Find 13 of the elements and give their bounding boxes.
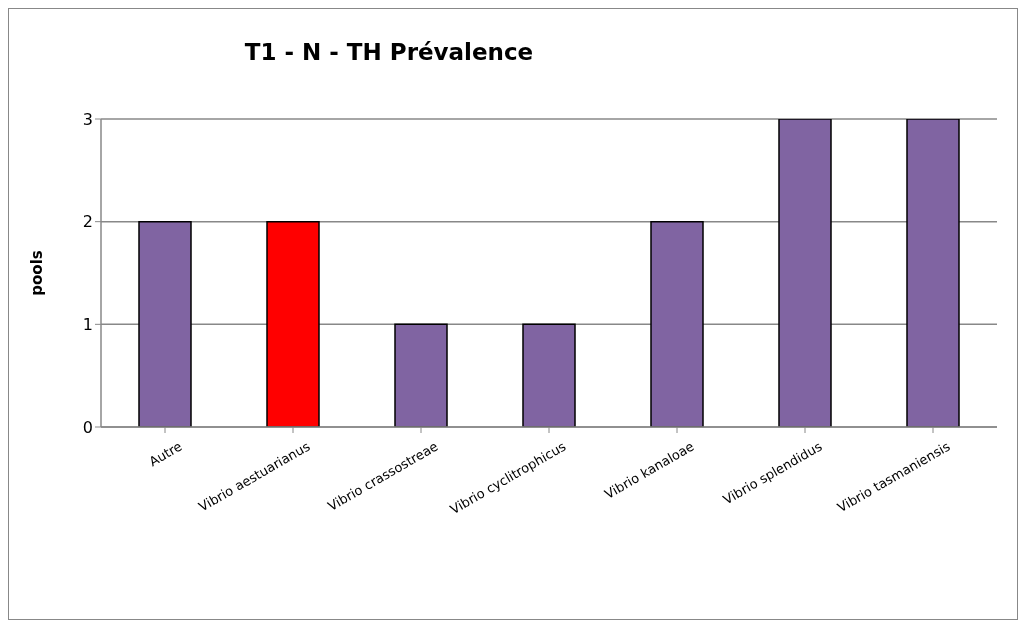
y-axis-title: pools (28, 250, 47, 296)
bar (778, 119, 832, 427)
bar (394, 323, 448, 427)
bar (266, 220, 320, 427)
bar (906, 119, 960, 427)
bar (522, 323, 576, 427)
bar (650, 220, 704, 427)
y-tick-label: 2 (82, 212, 93, 232)
y-tick-label: 0 (82, 417, 93, 437)
bar (138, 220, 192, 427)
chart-title: T1 - N - TH Prévalence (243, 39, 535, 65)
y-tick-label: 3 (82, 109, 93, 129)
y-tick-label: 1 (82, 315, 93, 335)
